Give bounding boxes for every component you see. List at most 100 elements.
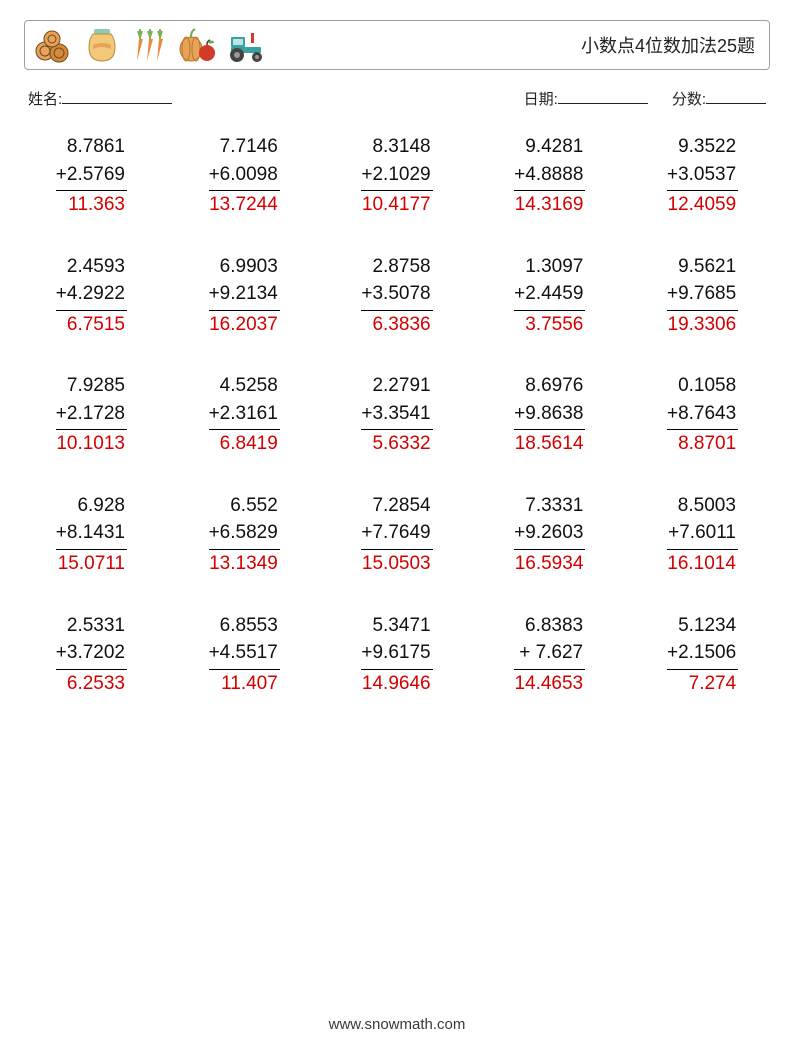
answer: 14.4653	[514, 670, 585, 698]
name-line	[62, 89, 172, 104]
operand-a: 2.4593	[56, 253, 127, 281]
info-row: 姓名: 日期: 分数:	[24, 88, 770, 109]
answer: 8.8701	[667, 430, 738, 458]
operand-a: 5.1234	[667, 612, 738, 640]
problem: 4.5258+2.3161 6.8419	[179, 372, 310, 458]
date-line	[558, 89, 648, 104]
problem: 9.4281+4.888814.3169	[484, 133, 615, 219]
hay-icon	[33, 25, 75, 65]
answer: 13.7244	[209, 191, 280, 219]
problem: 8.3148+2.102910.4177	[332, 133, 463, 219]
operand-a: 6.8553	[209, 612, 280, 640]
date-field: 日期:	[524, 88, 648, 109]
operand-b: +3.7202	[56, 639, 127, 670]
operand-a: 6.928	[56, 492, 127, 520]
operand-b: +3.3541	[361, 400, 432, 431]
operand-b: +2.4459	[514, 280, 585, 311]
problem: 2.8758+3.5078 6.3836	[332, 253, 463, 339]
problem: 6.928+8.143115.0711	[26, 492, 157, 578]
operand-b: +9.2134	[209, 280, 280, 311]
operand-b: +8.1431	[56, 519, 127, 550]
problem: 7.2854+7.764915.0503	[332, 492, 463, 578]
problem: 0.1058+8.7643 8.8701	[637, 372, 768, 458]
operand-b: +9.8638	[514, 400, 585, 431]
operand-b: +7.6011	[667, 519, 738, 550]
operand-a: 6.552	[209, 492, 280, 520]
operand-b: +2.1029	[361, 161, 432, 192]
answer: 6.7515	[56, 311, 127, 339]
problem: 6.8553+4.5517 11.407	[179, 612, 310, 698]
operand-b: +6.0098	[209, 161, 280, 192]
operand-b: +4.2922	[56, 280, 127, 311]
operand-b: +9.2603	[514, 519, 585, 550]
operand-b: +9.6175	[361, 639, 432, 670]
problem: 7.9285+2.172810.1013	[26, 372, 157, 458]
operand-b: +2.1728	[56, 400, 127, 431]
operand-a: 8.7861	[56, 133, 127, 161]
answer: 11.363	[56, 191, 127, 219]
answer: 7.274	[667, 670, 738, 698]
answer: 11.407	[209, 670, 280, 698]
answer: 3.7556	[514, 311, 585, 339]
answer: 16.5934	[514, 550, 585, 578]
operand-a: 5.3471	[361, 612, 432, 640]
operand-a: 1.3097	[514, 253, 585, 281]
answer: 19.3306	[667, 311, 738, 339]
footer-url: www.snowmath.com	[0, 1016, 794, 1033]
tractor-icon	[225, 25, 267, 65]
problem: 8.7861+2.5769 11.363	[26, 133, 157, 219]
problem: 2.4593+4.2922 6.7515	[26, 253, 157, 339]
operand-b: +6.5829	[209, 519, 280, 550]
problem: 9.5621+9.768519.3306	[637, 253, 768, 339]
operand-a: 7.7146	[209, 133, 280, 161]
operand-a: 9.3522	[667, 133, 738, 161]
score-label: 分数:	[672, 88, 706, 109]
operand-a: 9.4281	[514, 133, 585, 161]
answer: 13.1349	[209, 550, 280, 578]
worksheet-page: 小数点4位数加法25题 姓名: 日期: 分数: 8.7861+2.5769 11…	[0, 0, 794, 1053]
operand-a: 7.3331	[514, 492, 585, 520]
operand-a: 0.1058	[667, 372, 738, 400]
operand-b: +4.8888	[514, 161, 585, 192]
answer: 16.2037	[209, 311, 280, 339]
problem: 9.3522+3.053712.4059	[637, 133, 768, 219]
operand-a: 2.2791	[361, 372, 432, 400]
carrots-icon	[129, 25, 171, 65]
operand-a: 4.5258	[209, 372, 280, 400]
date-label: 日期:	[524, 88, 558, 109]
operand-a: 6.8383	[514, 612, 585, 640]
operand-a: 7.9285	[56, 372, 127, 400]
answer: 14.9646	[361, 670, 432, 698]
problem: 6.8383+ 7.62714.4653	[484, 612, 615, 698]
problem: 5.1234+2.1506 7.274	[637, 612, 768, 698]
operand-b: +3.0537	[667, 161, 738, 192]
operand-a: 8.5003	[667, 492, 738, 520]
operand-a: 2.5331	[56, 612, 127, 640]
answer: 6.2533	[56, 670, 127, 698]
operand-a: 8.6976	[514, 372, 585, 400]
operand-a: 2.8758	[361, 253, 432, 281]
problems-grid: 8.7861+2.5769 11.363 7.7146+6.009813.724…	[24, 133, 770, 697]
problem: 8.6976+9.863818.5614	[484, 372, 615, 458]
operand-a: 7.2854	[361, 492, 432, 520]
answer: 18.5614	[514, 430, 585, 458]
answer: 12.4059	[667, 191, 738, 219]
score-line	[706, 89, 766, 104]
answer: 6.3836	[361, 311, 432, 339]
operand-b: +2.1506	[667, 639, 738, 670]
operand-a: 8.3148	[361, 133, 432, 161]
score-field: 分数:	[672, 88, 766, 109]
problem: 6.552+6.582913.1349	[179, 492, 310, 578]
problem: 5.3471+9.617514.9646	[332, 612, 463, 698]
operand-b: + 7.627	[514, 639, 585, 670]
jar-icon	[81, 25, 123, 65]
name-field: 姓名:	[28, 88, 172, 109]
problem: 7.7146+6.009813.7244	[179, 133, 310, 219]
pumpkin-apple-icon	[177, 25, 219, 65]
operand-a: 6.9903	[209, 253, 280, 281]
name-label: 姓名:	[28, 88, 62, 109]
answer: 5.6332	[361, 430, 432, 458]
answer: 15.0711	[56, 550, 127, 578]
problem: 8.5003+7.601116.1014	[637, 492, 768, 578]
operand-b: +2.3161	[209, 400, 280, 431]
